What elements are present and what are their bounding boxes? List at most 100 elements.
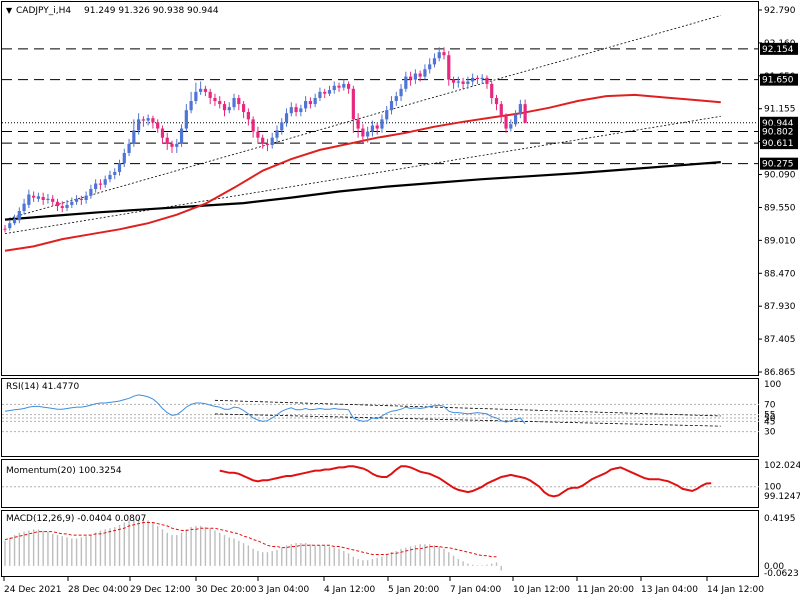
candle-body — [127, 143, 131, 153]
candle-body — [461, 81, 465, 84]
rsi-channel-lower — [214, 413, 721, 427]
symbol-triangle-icon[interactable]: ▼ — [6, 6, 13, 15]
rsi-title: RSI(14) 41.4770 — [6, 382, 79, 392]
candle — [323, 88, 327, 98]
candle-body — [203, 88, 208, 92]
candle-body — [351, 88, 355, 120]
candle — [461, 77, 465, 89]
candle-body — [280, 122, 284, 131]
candle-body — [437, 52, 441, 59]
candle-body — [404, 76, 408, 89]
candle-body — [237, 97, 241, 105]
price-axis-label: 87.405 — [764, 335, 796, 345]
momentum-axis-label: 100 — [764, 483, 781, 493]
channel-lower-line — [4, 115, 721, 235]
candle — [8, 219, 12, 231]
level-label-box — [760, 125, 798, 138]
candle-body — [399, 88, 403, 97]
candle — [70, 197, 74, 208]
candle — [208, 88, 212, 105]
candle — [203, 85, 208, 97]
level-label-box — [760, 137, 798, 150]
candle — [65, 200, 69, 212]
candle — [304, 96, 308, 113]
candle — [79, 195, 83, 205]
candle-body — [428, 64, 432, 70]
candle-body — [241, 104, 246, 113]
candle-body — [504, 116, 508, 129]
candle-body — [65, 204, 69, 208]
candle-body — [251, 119, 255, 132]
candle-body — [51, 198, 55, 202]
candle-body — [175, 143, 179, 147]
x-axis-label: 29 Dec 12:00 — [130, 585, 191, 595]
candle — [284, 108, 289, 127]
candle-body — [466, 81, 470, 84]
candle-body — [318, 91, 322, 98]
candle-body — [55, 201, 60, 207]
candle — [98, 179, 103, 190]
candle — [518, 99, 522, 119]
candle-body — [256, 131, 260, 138]
candle-body — [46, 198, 50, 201]
rsi-axis-label: 55 — [764, 411, 775, 421]
price-axis-label: 89.550 — [764, 203, 796, 213]
candle-body — [79, 198, 83, 201]
candle-body — [60, 206, 64, 208]
candle — [299, 104, 303, 117]
candle — [27, 189, 31, 208]
candle-body — [265, 143, 270, 146]
candle — [399, 83, 403, 102]
candle — [327, 85, 332, 97]
candle — [74, 195, 79, 205]
price-axis-label: 90.090 — [764, 171, 796, 181]
rsi-axis-label: 100 — [764, 380, 781, 390]
price-axis-label: 87.930 — [764, 302, 796, 312]
level-label-box — [760, 157, 798, 170]
candle — [442, 47, 446, 60]
candle — [184, 104, 188, 132]
price-axis-label: 91.155 — [764, 105, 796, 115]
candle — [199, 81, 203, 95]
x-axis-label: 11 Jan 20:00 — [577, 585, 634, 595]
candle-body — [294, 107, 298, 113]
candle — [103, 175, 107, 188]
candle-body — [432, 58, 437, 65]
candle — [394, 91, 398, 106]
candle — [213, 93, 217, 106]
candle — [475, 75, 480, 84]
candle — [280, 118, 284, 135]
candle — [375, 122, 379, 135]
candle-body — [84, 195, 88, 201]
candle-body — [146, 118, 150, 121]
x-axis-label: 14 Jan 12:00 — [707, 585, 764, 595]
candle — [117, 159, 122, 176]
rsi-channel-upper — [214, 399, 721, 417]
candle-body — [108, 174, 112, 180]
candle — [261, 134, 265, 149]
candle-body — [418, 73, 422, 77]
candle-body — [413, 73, 417, 80]
candle — [227, 102, 231, 114]
candle-body — [94, 183, 98, 190]
candle — [466, 76, 470, 89]
level-label: 91.650 — [762, 76, 794, 86]
momentum-panel-frame — [1, 459, 759, 508]
candle-body — [471, 77, 475, 82]
macd-title: MACD(12,26,9) -0.0404 0.0807 — [6, 514, 146, 524]
candle — [361, 124, 365, 143]
price-axis-label: 88.470 — [764, 269, 796, 279]
level-label: 90.611 — [762, 139, 794, 149]
candle-body — [284, 113, 289, 123]
candle — [141, 116, 145, 127]
level-label-box — [760, 73, 798, 86]
candle-body — [394, 96, 398, 102]
candle-body — [423, 69, 427, 77]
candle-body — [141, 119, 145, 121]
candle — [370, 120, 375, 137]
x-axis-label: 28 Dec 04:00 — [68, 585, 129, 595]
macd-axis-label: -0.0623 — [764, 569, 799, 579]
candle-body — [246, 112, 250, 120]
